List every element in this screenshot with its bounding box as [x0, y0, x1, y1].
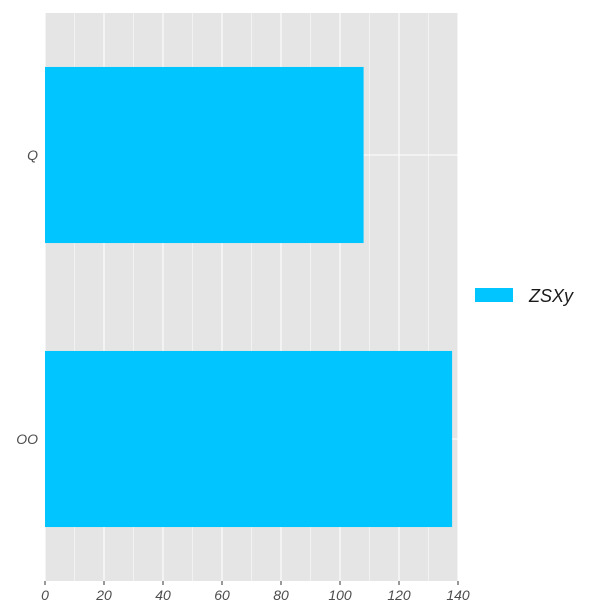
bar-q [45, 66, 364, 244]
x-tick-label: 60 [214, 587, 230, 603]
x-tick-label: 80 [273, 587, 289, 603]
bar-oo [45, 350, 453, 528]
x-tick-label: 20 [95, 587, 112, 603]
x-axis-ticks: 0 20 40 60 80 100 120 140 [41, 581, 470, 603]
legend: ZSXy [475, 286, 574, 306]
legend-label: ZSXy [528, 286, 574, 306]
bars [45, 66, 453, 528]
x-tick-label: 40 [155, 587, 171, 603]
y-category-label: OO [16, 431, 38, 447]
x-tick-label: 100 [328, 587, 352, 603]
y-axis-labels: Q OO [16, 147, 38, 447]
y-category-label: Q [27, 147, 38, 163]
legend-swatch [475, 288, 513, 302]
x-tick-label: 140 [446, 587, 470, 603]
x-tick-label: 0 [41, 587, 49, 603]
x-tick-label: 120 [387, 587, 411, 603]
